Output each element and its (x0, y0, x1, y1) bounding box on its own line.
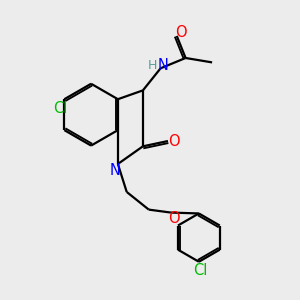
Text: H: H (148, 59, 157, 72)
Text: Cl: Cl (53, 101, 67, 116)
Text: N: N (110, 163, 121, 178)
Text: Cl: Cl (193, 263, 208, 278)
Text: O: O (176, 26, 187, 40)
Text: O: O (168, 211, 180, 226)
Text: O: O (169, 134, 180, 148)
Text: N: N (158, 58, 168, 74)
